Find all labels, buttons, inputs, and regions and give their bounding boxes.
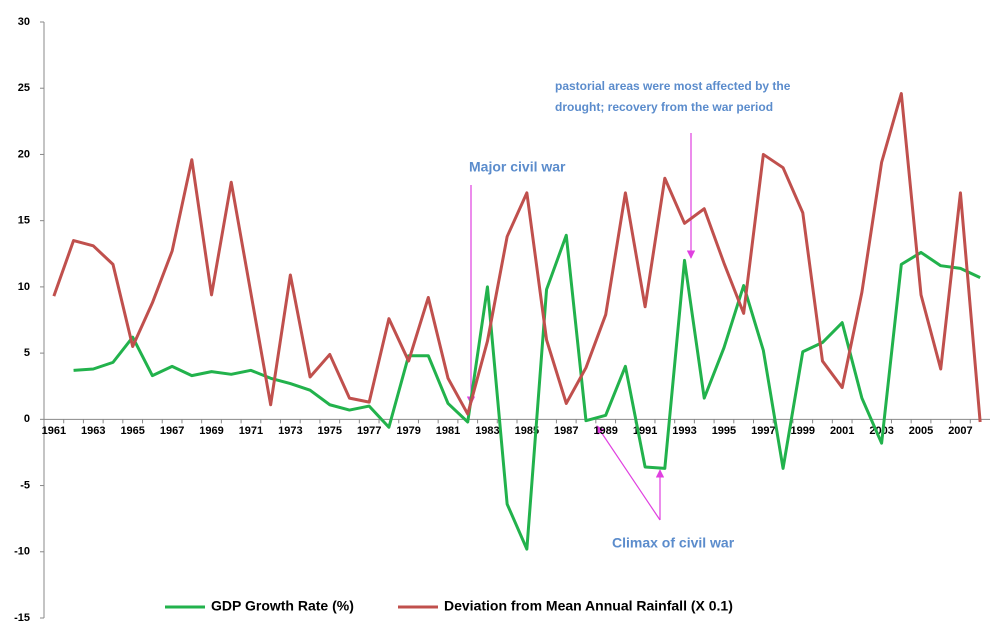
- x-tick-label: 2007: [948, 425, 972, 437]
- x-tick-label: 1975: [318, 425, 342, 437]
- x-tick-label: 1985: [515, 425, 539, 437]
- annotation: drought; recovery from the war period: [555, 100, 773, 114]
- x-tick-label: 1971: [239, 425, 263, 437]
- x-tick-label: 1979: [396, 425, 420, 437]
- x-tick-label: 1981: [436, 425, 460, 437]
- y-tick-label: -5: [20, 479, 30, 491]
- x-tick-label: 1995: [712, 425, 736, 437]
- y-tick-label: 5: [24, 347, 30, 359]
- x-tick-label: 1993: [672, 425, 696, 437]
- y-tick-label: 0: [24, 413, 30, 425]
- legend-label: GDP Growth Rate (%): [211, 598, 354, 614]
- x-tick-label: 1967: [160, 425, 184, 437]
- y-tick-label: 20: [18, 148, 30, 160]
- y-tick-label: -10: [14, 546, 30, 558]
- x-tick-label: 1977: [357, 425, 381, 437]
- y-tick-label: 25: [18, 82, 30, 94]
- y-tick-label: 10: [18, 281, 30, 293]
- y-tick-label: 15: [18, 215, 30, 227]
- x-tick-label: 1969: [199, 425, 223, 437]
- x-tick-label: 1963: [81, 425, 105, 437]
- x-tick-label: 1987: [554, 425, 578, 437]
- x-tick-label: 1965: [120, 425, 144, 437]
- y-tick-label: -15: [14, 612, 30, 623]
- x-tick-label: 1999: [791, 425, 815, 437]
- annotation: Climax of civil war: [612, 535, 735, 551]
- legend-label: Deviation from Mean Annual Rainfall (X 0…: [444, 598, 733, 614]
- x-tick-label: 1983: [475, 425, 499, 437]
- annotation-arrows: [466, 133, 696, 521]
- annotation: Major civil war: [469, 159, 566, 175]
- annotation: pastorial areas were most affected by th…: [555, 79, 791, 93]
- x-tick-label: 1989: [593, 425, 617, 437]
- arrow: [596, 425, 661, 521]
- x-tick-label: 1997: [751, 425, 775, 437]
- x-tick-label: 2001: [830, 425, 854, 437]
- y-tick-label: 30: [18, 16, 30, 28]
- x-tick-label: 2005: [909, 425, 933, 437]
- x-tick-label: 1973: [278, 425, 302, 437]
- series-line: [52, 92, 982, 423]
- series-line: [73, 233, 981, 551]
- x-tick-label: 1961: [42, 425, 66, 437]
